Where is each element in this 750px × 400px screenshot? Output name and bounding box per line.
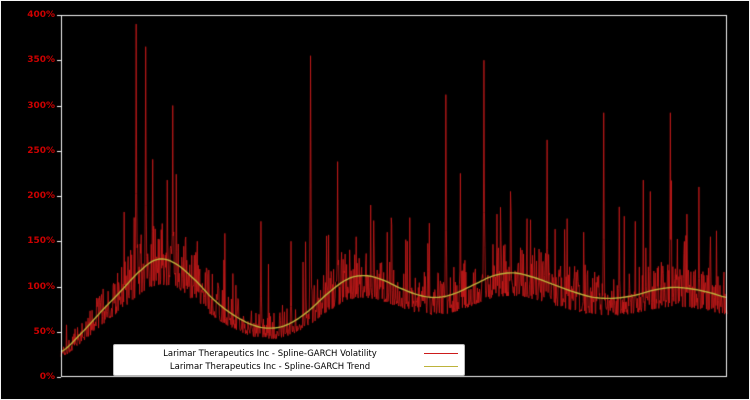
y-tick-label: 100%	[27, 281, 55, 292]
y-tick-label: 200%	[27, 191, 55, 201]
legend-label-trend: Larimar Therapeutics Inc - Spline-GARCH …	[169, 361, 371, 372]
y-tick-label: 0%	[39, 372, 55, 382]
legend-label-volatility: Larimar Therapeutics Inc - Spline-GARCH …	[163, 348, 377, 359]
legend-line-sample-trend	[424, 366, 458, 367]
legend-item-volatility: Larimar Therapeutics Inc - Spline-GARCH …	[120, 348, 458, 359]
legend-item-trend: Larimar Therapeutics Inc - Spline-GARCH …	[120, 361, 458, 372]
y-tick-label: 400%	[27, 10, 55, 20]
y-tick-label: 250%	[27, 145, 55, 156]
y-tick-label: 150%	[27, 236, 55, 247]
chart-legend: Larimar Therapeutics Inc - Spline-GARCH …	[113, 344, 465, 376]
y-tick-label: 50%	[33, 326, 55, 337]
y-tick-label: 300%	[27, 100, 55, 111]
y-tick-label: 350%	[27, 55, 55, 66]
legend-line-sample-volatility	[424, 353, 458, 354]
